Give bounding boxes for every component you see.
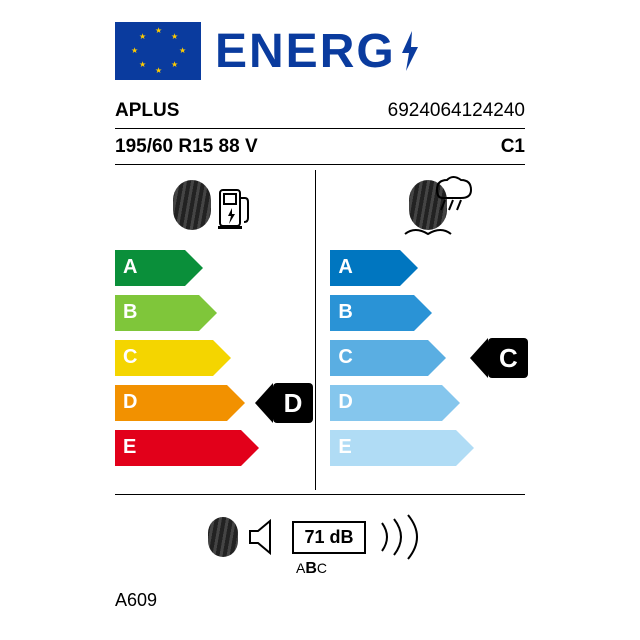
tyre-icon — [173, 180, 211, 230]
tyre-size: 195/60 R15 88 V — [115, 136, 258, 158]
grade-arrow: A — [330, 250, 474, 286]
model-code: A609 — [115, 590, 157, 611]
grade-letter: E — [123, 436, 136, 459]
grade-arrow: D — [115, 385, 259, 421]
grade-letter: D — [123, 391, 137, 414]
grade-letter: A — [123, 256, 137, 279]
grade-arrow: C — [330, 340, 474, 376]
noise-class-letter: B — [305, 560, 317, 577]
rain-cloud-icon — [419, 174, 479, 228]
grade-arrow: E — [330, 430, 474, 466]
noise-class: ABC — [296, 560, 327, 578]
speaker-icon — [248, 515, 282, 559]
grade-arrow: D — [330, 385, 474, 421]
grade-letter: B — [338, 301, 352, 324]
grade-letter: D — [338, 391, 352, 414]
grade-arrow: B — [330, 295, 474, 331]
grade-arrow: E — [115, 430, 259, 466]
grade-letter: A — [338, 256, 352, 279]
fuel-efficiency-column: ABCDE D — [115, 170, 310, 490]
grade-letter: B — [123, 301, 137, 324]
energy-text: ENERG — [215, 24, 396, 79]
fuel-rating-badge: D — [273, 383, 325, 423]
energy-logo: ENERG — [215, 24, 424, 79]
wet-scale: ABCDE — [330, 250, 474, 475]
noise-value: 71 dB — [292, 521, 365, 554]
noise-class-letter: C — [317, 560, 327, 576]
wet-rating-badge: C — [488, 338, 540, 378]
wet-grip-column: ABCDE C — [330, 170, 525, 490]
fuel-rating: D — [284, 388, 303, 419]
ean: 6924064124240 — [388, 100, 525, 122]
vehicle-class: C1 — [501, 136, 525, 158]
water-splash-icon — [403, 224, 453, 238]
grade-letter: C — [123, 346, 137, 369]
noise-class-letter: A — [296, 560, 305, 576]
grade-arrow: C — [115, 340, 259, 376]
grade-letter: E — [338, 436, 351, 459]
tyre-icon — [208, 517, 238, 557]
sound-waves-icon — [376, 513, 432, 561]
grade-arrow: B — [115, 295, 259, 331]
grade-arrow: A — [115, 250, 259, 286]
grade-letter: C — [338, 346, 352, 369]
wet-rating: C — [499, 343, 518, 374]
fuel-scale: ABCDE — [115, 250, 259, 475]
fuel-pump-icon — [217, 184, 251, 230]
eu-flag: ★ ★ ★ ★ ★ ★ ★ ★ — [115, 22, 201, 80]
brand: APLUS — [115, 100, 179, 122]
lightning-icon — [396, 29, 424, 73]
